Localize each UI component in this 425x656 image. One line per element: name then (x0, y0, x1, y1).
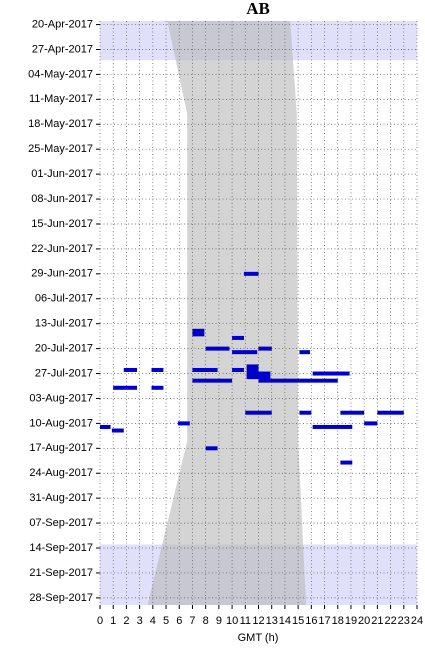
x-tick-label: 21 (371, 615, 383, 627)
activity-segment (258, 378, 338, 383)
x-tick-label: 7 (189, 615, 195, 627)
y-tick-label: 28-Sep-2017 (29, 592, 93, 604)
y-tick-label: 27-Apr-2017 (32, 43, 93, 55)
x-tick-label: 17 (318, 615, 330, 627)
activity-segment (246, 371, 259, 376)
activity-segment (299, 350, 311, 355)
x-axis-label: GMT (h) (238, 632, 279, 644)
x-tick-label: 0 (97, 615, 103, 627)
y-tick-label: 07-Sep-2017 (29, 517, 93, 529)
y-tick-label: 22-Jun-2017 (31, 243, 93, 255)
activity-segment (246, 367, 259, 372)
x-tick-label: 2 (123, 615, 129, 627)
activity-segment (232, 350, 258, 355)
x-tick-label: 18 (332, 615, 344, 627)
x-tick-label: 20 (358, 615, 370, 627)
x-tick-label: 24 (411, 615, 423, 627)
x-tick-label: 9 (216, 615, 222, 627)
y-tick-label: 04-May-2017 (28, 68, 93, 80)
y-tick-label: 11-May-2017 (29, 93, 93, 105)
activity-segment (258, 346, 272, 351)
activity-segment (123, 367, 137, 372)
activity-segment (243, 271, 259, 276)
y-tick-label: 14-Sep-2017 (29, 542, 93, 554)
x-tick-label: 5 (163, 615, 169, 627)
y-tick-label: 17-Aug-2017 (29, 442, 93, 454)
x-tick-label: 14 (279, 615, 291, 627)
activity-segment (100, 424, 111, 429)
x-tick-label: 3 (137, 615, 143, 627)
y-tick-label: 24-Aug-2017 (29, 467, 93, 479)
activity-segment (177, 421, 190, 426)
activity-segment (340, 410, 365, 415)
activity-segment (192, 332, 205, 337)
activity-segment (258, 371, 271, 376)
activity-segment (151, 367, 164, 372)
activity-segment (246, 375, 259, 380)
activity-segment (246, 364, 259, 369)
activity-segment (111, 428, 124, 433)
y-tick-label: 25-May-2017 (28, 143, 93, 155)
y-tick-label: 31-Aug-2017 (29, 492, 93, 504)
activity-segment (205, 446, 218, 451)
x-tick-label: 6 (176, 615, 182, 627)
y-tick-label: 21-Sep-2017 (29, 567, 93, 579)
activity-segment (192, 378, 233, 383)
activity-segment (113, 385, 137, 390)
x-tick-label: 12 (252, 615, 264, 627)
y-tick-label: 20-Jul-2017 (35, 343, 93, 355)
y-tick-label: 08-Jun-2017 (31, 193, 93, 205)
x-tick-label: 19 (345, 615, 357, 627)
activity-segment (151, 385, 164, 390)
y-tick-label: 13-Jul-2017 (35, 318, 93, 330)
activity-segment (340, 460, 353, 465)
activity-segment (192, 328, 205, 333)
y-tick-label: 15-Jun-2017 (31, 218, 93, 230)
activity-segment (364, 421, 378, 426)
y-tick-label: 06-Jul-2017 (35, 293, 93, 305)
x-tick-label: 8 (203, 615, 209, 627)
x-tick-label: 1 (110, 615, 116, 627)
y-tick-label: 01-Jun-2017 (31, 168, 93, 180)
x-tick-label: 4 (150, 615, 156, 627)
x-tick-label: 15 (292, 615, 304, 627)
y-tick-label: 18-May-2017 (28, 118, 93, 130)
activity-segment (312, 371, 350, 376)
x-tick-label: 11 (240, 615, 251, 627)
x-tick-label: 13 (266, 615, 278, 627)
chart-title: AB (246, 0, 270, 18)
x-tick-label: 23 (398, 615, 410, 627)
activity-segment (312, 424, 353, 429)
activity-segment (192, 367, 218, 372)
x-tick-label: 10 (226, 615, 238, 627)
y-tick-label: 27-Jul-2017 (35, 367, 93, 379)
y-tick-label: 29-Jun-2017 (31, 268, 93, 280)
activity-segment (245, 410, 272, 415)
x-tick-label: 22 (384, 615, 396, 627)
y-tick-label: 20-Apr-2017 (32, 18, 93, 30)
activity-segment (299, 410, 312, 415)
x-tick-label: 16 (305, 615, 317, 627)
shaded-region (147, 21, 307, 605)
y-tick-label: 10-Aug-2017 (29, 417, 93, 429)
activity-segment (232, 335, 244, 340)
activity-segment (377, 410, 404, 415)
activity-segment (232, 367, 244, 372)
activity-segment (258, 375, 271, 380)
y-tick-label: 03-Aug-2017 (29, 392, 93, 404)
activity-segment (205, 346, 230, 351)
